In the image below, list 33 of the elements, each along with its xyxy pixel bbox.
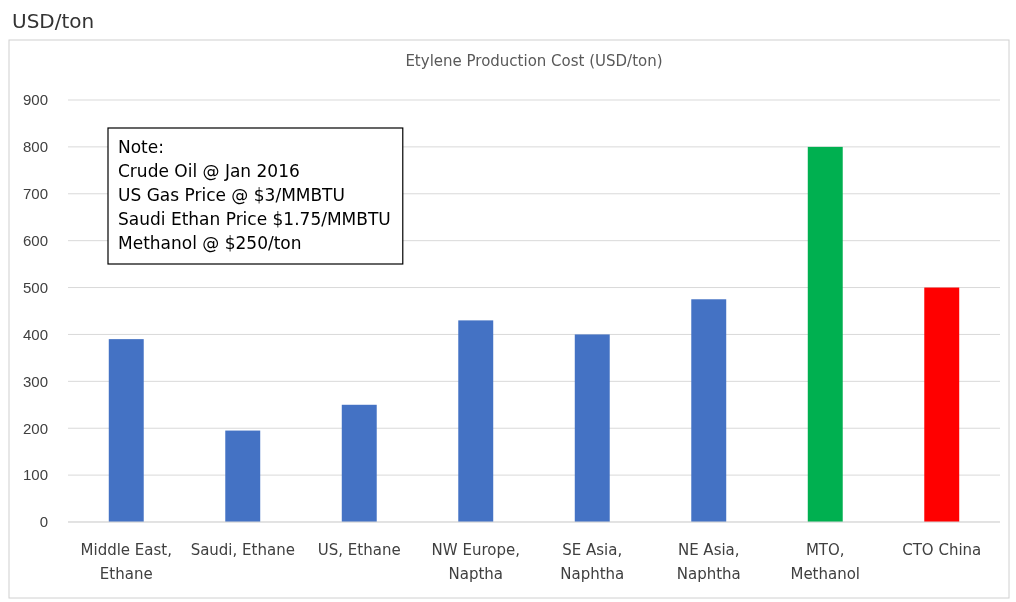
y-tick-label: 700 <box>22 185 48 203</box>
y-tick-label: 300 <box>22 372 48 390</box>
x-tick-label: Saudi, Ethane <box>190 541 295 559</box>
x-tick-label: NW Europe, Naptha <box>431 541 520 583</box>
y-tick-label: 100 <box>22 466 48 484</box>
annotation: Saudi Ethan Price $1.75/MMBTU <box>118 209 391 229</box>
bar <box>807 146 843 522</box>
y-tick-label: 900 <box>22 91 48 109</box>
y-tick-label: 600 <box>22 231 48 249</box>
x-tick-label: SE Asia, Naphtha <box>560 541 625 583</box>
bar <box>341 404 377 522</box>
x-tick-label: NE Asia, Naphtha <box>676 541 741 583</box>
chart-title: Etylene Production Cost (USD/ton) <box>405 52 663 70</box>
bar <box>924 287 960 522</box>
bar <box>458 320 494 522</box>
y-tick-label: 400 <box>22 325 48 343</box>
bar <box>574 334 610 522</box>
annotation: US Gas Price @ $3/MMBTU <box>118 185 345 205</box>
x-tick-label: Middle East, Ethane <box>80 541 172 583</box>
bar <box>691 299 727 522</box>
y-tick-label: 0 <box>39 513 48 531</box>
y-axis-title: USD/ton <box>12 9 95 33</box>
bar <box>108 339 144 522</box>
x-tick-label: MTO, Methanol <box>790 541 861 583</box>
annotation: Note: <box>118 137 164 157</box>
annotation: Crude Oil @ Jan 2016 <box>118 161 300 181</box>
x-tick-label: US, Ethane <box>317 541 401 559</box>
y-tick-label: 200 <box>22 419 48 437</box>
annotation: Methanol @ $250/ton <box>118 233 302 253</box>
bar <box>225 430 261 522</box>
y-tick-label: 800 <box>22 138 48 156</box>
y-tick-label: 500 <box>22 278 48 296</box>
x-tick-label: CTO China <box>902 541 982 559</box>
